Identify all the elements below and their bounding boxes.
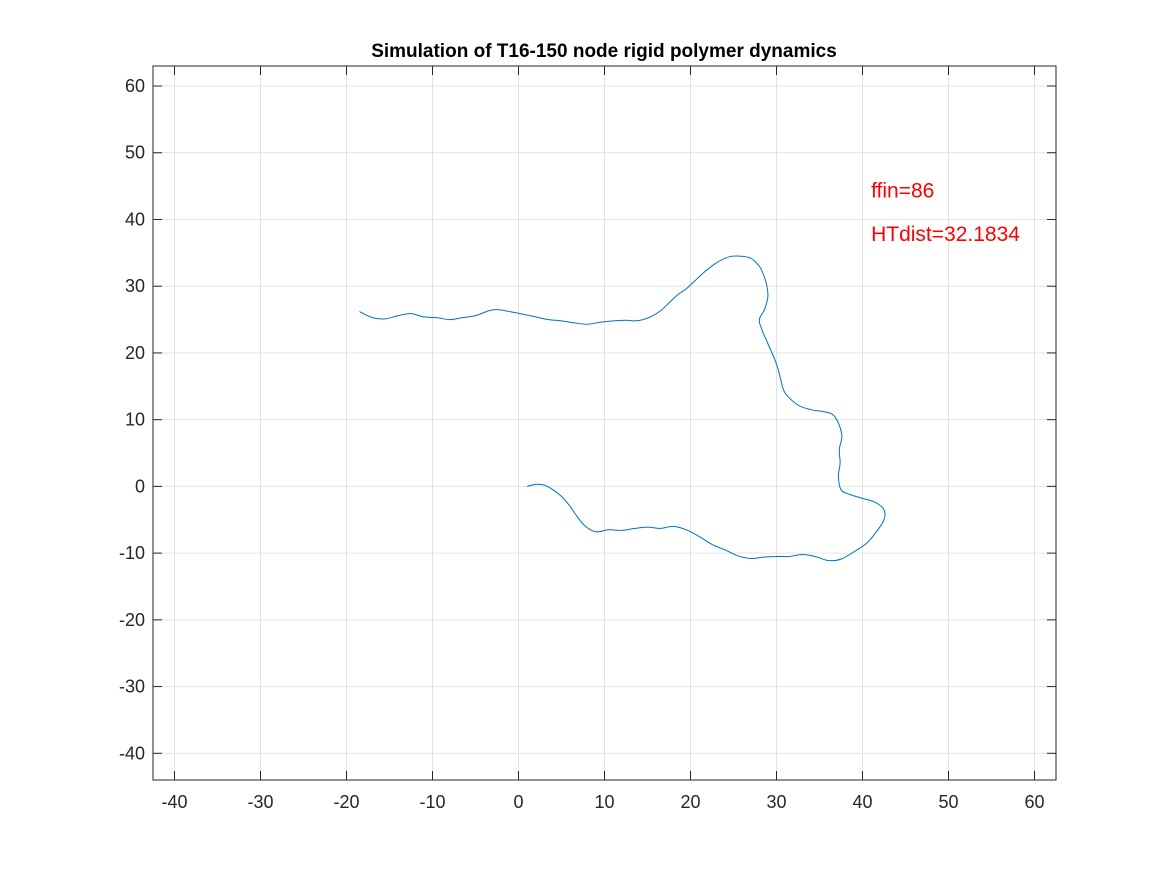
grid: [153, 66, 1056, 780]
y-tick-label: -40: [119, 743, 145, 763]
series-line-polymer: [359, 255, 886, 562]
x-tick-label: 10: [594, 792, 614, 812]
y-tick-label: 30: [125, 276, 145, 296]
x-tick-label: 50: [938, 792, 958, 812]
y-tick-label: 20: [125, 343, 145, 363]
y-tick-label: -30: [119, 677, 145, 697]
annotations: ffin=86 HTdist=32.1834: [871, 179, 1020, 245]
x-tick-label: -30: [247, 792, 273, 812]
y-tick-label: 10: [125, 410, 145, 430]
x-tick-labels: -40 -30 -20 -10 0 10 20 30 40 50 60: [161, 792, 1044, 812]
y-tick-label: -20: [119, 610, 145, 630]
x-tick-label: 40: [852, 792, 872, 812]
y-tick-label: 40: [125, 209, 145, 229]
y-tick-labels: -40 -30 -20 -10 0 10 20 30 40 50 60: [119, 76, 145, 763]
x-tick-label: -10: [419, 792, 445, 812]
x-tick-label: -20: [333, 792, 359, 812]
y-tick-label: 50: [125, 143, 145, 163]
ticks: [153, 66, 1056, 780]
x-tick-label: 0: [513, 792, 523, 812]
series-layer: [359, 255, 886, 562]
annotation-1: ffin=86: [871, 179, 934, 202]
x-tick-label: -40: [161, 792, 187, 812]
y-tick-label: -10: [119, 543, 145, 563]
annotation-2: HTdist=32.1834: [871, 223, 1020, 246]
x-tick-label: 60: [1024, 792, 1044, 812]
x-tick-label: 20: [680, 792, 700, 812]
x-tick-label: 30: [766, 792, 786, 812]
y-tick-label: 60: [125, 76, 145, 96]
y-tick-label: 0: [135, 476, 145, 496]
chart-title: Simulation of T16-150 node rigid polymer…: [371, 41, 837, 62]
